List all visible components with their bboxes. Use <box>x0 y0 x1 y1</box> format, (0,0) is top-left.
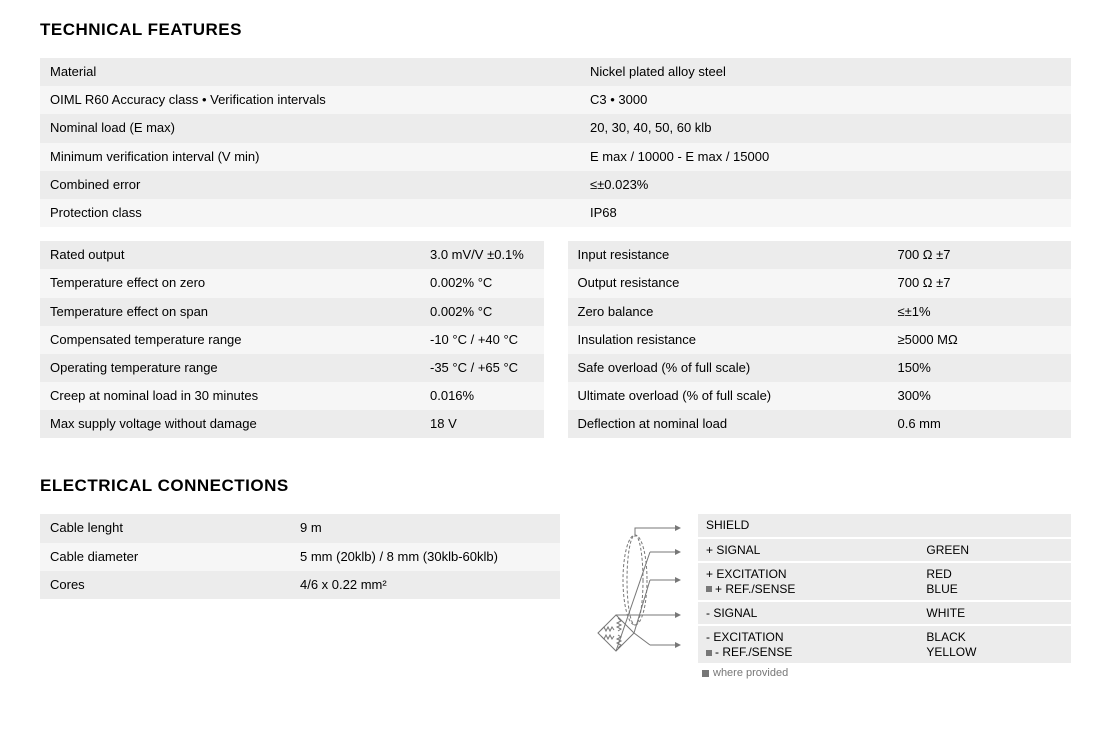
spec-value: 0.002% °C <box>420 269 544 297</box>
connection-name: - EXCITATION- REF./SENSE <box>698 625 918 663</box>
connection-row: SHIELD <box>698 514 1071 537</box>
table-row: Creep at nominal load in 30 minutes0.016… <box>40 382 544 410</box>
table-row: MaterialNickel plated alloy steel <box>40 58 1071 86</box>
spec-value: 20, 30, 40, 50, 60 klb <box>580 114 1071 142</box>
table-row: Combined error≤±0.023% <box>40 171 1071 199</box>
table-row: Cable diameter5 mm (20klb) / 8 mm (30klb… <box>40 543 560 571</box>
spec-label: Temperature effect on zero <box>40 269 420 297</box>
spec-label: Cable diameter <box>40 543 290 571</box>
spec-label: Nominal load (E max) <box>40 114 580 142</box>
spec-label: Cable lenght <box>40 514 290 542</box>
connection-name: + EXCITATION+ REF./SENSE <box>698 562 918 601</box>
table-row: Zero balance≤±1% <box>568 298 1072 326</box>
table-row: Safe overload (% of full scale)150% <box>568 354 1072 382</box>
spec-value: -10 °C / +40 °C <box>420 326 544 354</box>
spec-value: 0.6 mm <box>888 410 1072 438</box>
connection-name: + SIGNAL <box>698 538 918 562</box>
spec-label: Rated output <box>40 241 420 269</box>
spec-label: Zero balance <box>568 298 888 326</box>
spec-value: ≥5000 MΩ <box>888 326 1072 354</box>
spec-value: 3.0 mV/V ±0.1% <box>420 241 544 269</box>
connection-row: + SIGNALGREEN <box>698 538 1071 562</box>
section-title-technical: TECHNICAL FEATURES <box>40 20 1071 40</box>
table-row: Max supply voltage without damage18 V <box>40 410 544 438</box>
spec-value: E max / 10000 - E max / 15000 <box>580 143 1071 171</box>
connections-table: SHIELD+ SIGNALGREEN+ EXCITATION+ REF./SE… <box>698 514 1071 663</box>
spec-label: Ultimate overload (% of full scale) <box>568 382 888 410</box>
table-row: Insulation resistance≥5000 MΩ <box>568 326 1072 354</box>
spec-value: ≤±1% <box>888 298 1072 326</box>
table-row: Cable lenght9 m <box>40 514 560 542</box>
table-row: Compensated temperature range-10 °C / +4… <box>40 326 544 354</box>
table-row: Nominal load (E max)20, 30, 40, 50, 60 k… <box>40 114 1071 142</box>
spec-value: 0.016% <box>420 382 544 410</box>
table-row: Input resistance700 Ω ±7 <box>568 241 1072 269</box>
spec-value: 5 mm (20klb) / 8 mm (30klb-60klb) <box>290 543 560 571</box>
spec-label: Operating temperature range <box>40 354 420 382</box>
connection-row: - SIGNALWHITE <box>698 601 1071 625</box>
spec-value: 300% <box>888 382 1072 410</box>
spec-label: Creep at nominal load in 30 minutes <box>40 382 420 410</box>
spec-value: -35 °C / +65 °C <box>420 354 544 382</box>
spec-value: 700 Ω ±7 <box>888 241 1072 269</box>
spec-label: Minimum verification interval (V min) <box>40 143 580 171</box>
connection-color: REDBLUE <box>918 562 1071 601</box>
spec-value: IP68 <box>580 199 1071 227</box>
spec-label: Safe overload (% of full scale) <box>568 354 888 382</box>
legend-where-provided: where provided <box>698 663 1071 679</box>
spec-value: 150% <box>888 354 1072 382</box>
spec-value: ≤±0.023% <box>580 171 1071 199</box>
spec-label: Compensated temperature range <box>40 326 420 354</box>
spec-value: 9 m <box>290 514 560 542</box>
table-row: Ultimate overload (% of full scale)300% <box>568 382 1072 410</box>
spec-label: Protection class <box>40 199 580 227</box>
table-row: Minimum verification interval (V min)E m… <box>40 143 1071 171</box>
right-specs-table: Input resistance700 Ω ±7Output resistanc… <box>568 241 1072 438</box>
spec-value: 0.002% °C <box>420 298 544 326</box>
cable-table: Cable lenght9 mCable diameter5 mm (20klb… <box>40 514 560 599</box>
spec-value: 700 Ω ±7 <box>888 269 1072 297</box>
connection-color: WHITE <box>918 601 1071 625</box>
spec-label: Material <box>40 58 580 86</box>
connection-name: - SIGNAL <box>698 601 918 625</box>
connection-color <box>918 514 1071 537</box>
spec-value: 4/6 x 0.22 mm² <box>290 571 560 599</box>
connection-color: GREEN <box>918 538 1071 562</box>
spec-value: 18 V <box>420 410 544 438</box>
spec-label: OIML R60 Accuracy class • Verification i… <box>40 86 580 114</box>
spec-value: C3 • 3000 <box>580 86 1071 114</box>
table-row: Temperature effect on zero0.002% °C <box>40 269 544 297</box>
connection-color: BLACKYELLOW <box>918 625 1071 663</box>
table-row: Cores4/6 x 0.22 mm² <box>40 571 560 599</box>
table-row: Rated output3.0 mV/V ±0.1% <box>40 241 544 269</box>
table-row: OIML R60 Accuracy class • Verification i… <box>40 86 1071 114</box>
table-row: Output resistance700 Ω ±7 <box>568 269 1072 297</box>
connection-name: SHIELD <box>698 514 918 537</box>
left-specs-table: Rated output3.0 mV/V ±0.1%Temperature ef… <box>40 241 544 438</box>
spec-label: Output resistance <box>568 269 888 297</box>
spec-label: Max supply voltage without damage <box>40 410 420 438</box>
wiring-diagram-icon <box>580 514 690 673</box>
spec-label: Combined error <box>40 171 580 199</box>
top-specs-table: MaterialNickel plated alloy steelOIML R6… <box>40 58 1071 227</box>
connection-row: - EXCITATION- REF./SENSEBLACKYELLOW <box>698 625 1071 663</box>
table-row: Operating temperature range-35 °C / +65 … <box>40 354 544 382</box>
spec-label: Deflection at nominal load <box>568 410 888 438</box>
table-row: Temperature effect on span0.002% °C <box>40 298 544 326</box>
spec-label: Input resistance <box>568 241 888 269</box>
spec-label: Insulation resistance <box>568 326 888 354</box>
connection-row: + EXCITATION+ REF./SENSEREDBLUE <box>698 562 1071 601</box>
spec-label: Cores <box>40 571 290 599</box>
table-row: Deflection at nominal load0.6 mm <box>568 410 1072 438</box>
table-row: Protection classIP68 <box>40 199 1071 227</box>
spec-label: Temperature effect on span <box>40 298 420 326</box>
section-title-electrical: ELECTRICAL CONNECTIONS <box>40 476 1071 496</box>
spec-value: Nickel plated alloy steel <box>580 58 1071 86</box>
